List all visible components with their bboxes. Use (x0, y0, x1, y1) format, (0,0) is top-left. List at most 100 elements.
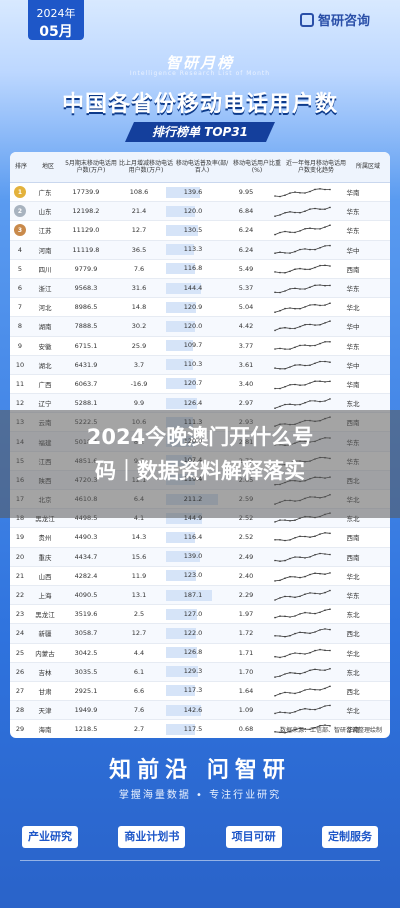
penetration-value: 116.8 (183, 264, 203, 273)
cell-share: 2.49 (238, 552, 254, 561)
cell-share: 2.52 (238, 514, 254, 523)
cell-penetration: 129.3 (166, 663, 220, 681)
cell-users: 9568.3 (74, 284, 98, 293)
penetration-bar: 119.4 (166, 474, 220, 486)
trend-point (314, 727, 316, 729)
chip-business-plan[interactable]: 商业计划书 (118, 826, 186, 848)
table-row: 3 江苏 11129.0 12.7 130.5 6.24 华东 (10, 221, 390, 241)
trend-point (284, 672, 286, 675)
trend-point (314, 248, 316, 251)
cell-area: 华北 (346, 707, 360, 716)
trend-line (274, 552, 331, 562)
trend-sparkline (274, 628, 331, 638)
footer-title: 知前沿 问智研 (109, 758, 291, 783)
trend-line (274, 360, 331, 369)
table-row: 11 广西 6063.7 -16.9 120.7 3.40 华南 (10, 375, 390, 395)
trend-point (289, 365, 291, 368)
trend-point (274, 676, 276, 678)
table-row: 9 安徽 6715.1 25.9 109.7 3.77 华东 (10, 337, 390, 356)
table-row: 7 河北 8986.5 14.8 120.9 5.04 华北 (10, 298, 390, 318)
cell-penetration: 120.0 (166, 432, 220, 450)
cell-penetration: 117.5 (166, 720, 220, 738)
chip-feasibility[interactable]: 项目可研 (225, 826, 282, 848)
trend-point (319, 668, 321, 671)
trend-point (319, 380, 321, 382)
header-change: 比上月增减移动电话用户数(万户) (119, 159, 174, 174)
penetration-value: 117.3 (183, 686, 203, 695)
penetration-value: 107.4 (183, 456, 203, 465)
penetration-bar-fill (166, 570, 197, 582)
penetration-value: 122.0 (183, 628, 203, 637)
header-area: 所属区域 (355, 163, 380, 171)
table-row: 5 四川 9779.9 7.6 116.8 5.49 西南 (10, 260, 390, 279)
trend-point (294, 537, 296, 540)
trend-point (314, 304, 316, 306)
trend-point (329, 188, 331, 191)
cell-trend (272, 260, 334, 278)
cell-region: 内蒙古 (35, 649, 55, 658)
overlay-text: 2024今晚澳门开什么号 码｜数据资料解释落实 (0, 420, 400, 488)
penetration-bar: 116.8 (166, 263, 220, 275)
trend-sparkline (274, 188, 331, 198)
trend-point (294, 232, 296, 234)
trend-point (279, 615, 281, 618)
cell-change: 36.5 (131, 245, 147, 254)
cell-area: 西北 (346, 630, 360, 639)
trend-point (279, 214, 281, 216)
trend-sparkline (274, 552, 331, 562)
trend-point (304, 556, 306, 559)
trend-line (274, 725, 331, 734)
trend-point (329, 725, 331, 727)
penetration-bar: 120.0 (166, 436, 220, 448)
penetration-bar-fill (166, 589, 212, 601)
cell-change: 21.4 (131, 207, 147, 216)
penetration-bar: 110.3 (166, 359, 220, 371)
penetration-value: 119.4 (183, 475, 203, 484)
trend-point (309, 364, 311, 366)
trend-point (304, 575, 306, 578)
chip-custom-service[interactable]: 定制服务 (321, 826, 378, 848)
chip-industry-research[interactable]: 产业研究 (22, 826, 78, 848)
trend-point (279, 579, 281, 581)
medal-icon: 1 (14, 186, 26, 199)
penetration-bar: 144.9 (166, 512, 220, 524)
cell-change: 30.2 (131, 322, 147, 331)
trend-point (309, 688, 311, 690)
cell-penetration: 142.6 (166, 701, 220, 719)
cell-rank: 24 (15, 629, 25, 638)
trend-sparkline (274, 302, 331, 314)
trend-point (309, 612, 311, 615)
table-row: 25 内蒙古 3042.5 4.4 126.8 1.71 华北 (10, 644, 390, 663)
cell-users: 8986.5 (74, 303, 98, 312)
trend-sparkline (274, 244, 331, 254)
penetration-bar-fill (166, 244, 194, 256)
trend-point (284, 615, 286, 618)
cell-penetration: 127.0 (166, 605, 220, 623)
trend-point (319, 188, 321, 190)
trend-point (279, 232, 281, 234)
trend-point (274, 694, 276, 697)
trend-point (284, 636, 286, 638)
cell-rank: 29 (15, 725, 25, 734)
trend-line (274, 340, 330, 350)
trend-point (294, 287, 296, 290)
trend-point (324, 304, 326, 307)
trend-point (274, 387, 276, 390)
penetration-value: 187.1 (183, 590, 203, 599)
trend-point (299, 672, 301, 675)
trend-point (319, 228, 321, 231)
cell-rank: 7 (17, 303, 23, 312)
trend-point (319, 324, 321, 327)
penetration-bar: 139.0 (166, 551, 220, 563)
cell-penetration: 144.4 (166, 279, 220, 297)
trend-point (324, 244, 326, 247)
cell-area: 东北 (346, 400, 360, 409)
cell-share: 0.68 (238, 725, 254, 734)
trend-point (324, 609, 326, 612)
cell-penetration: 120.9 (166, 298, 220, 316)
trend-point (284, 577, 286, 579)
penetration-bar: 120.0 (166, 205, 220, 217)
trend-point (314, 688, 316, 691)
trend-sparkline (274, 398, 331, 410)
trend-line (274, 321, 331, 332)
